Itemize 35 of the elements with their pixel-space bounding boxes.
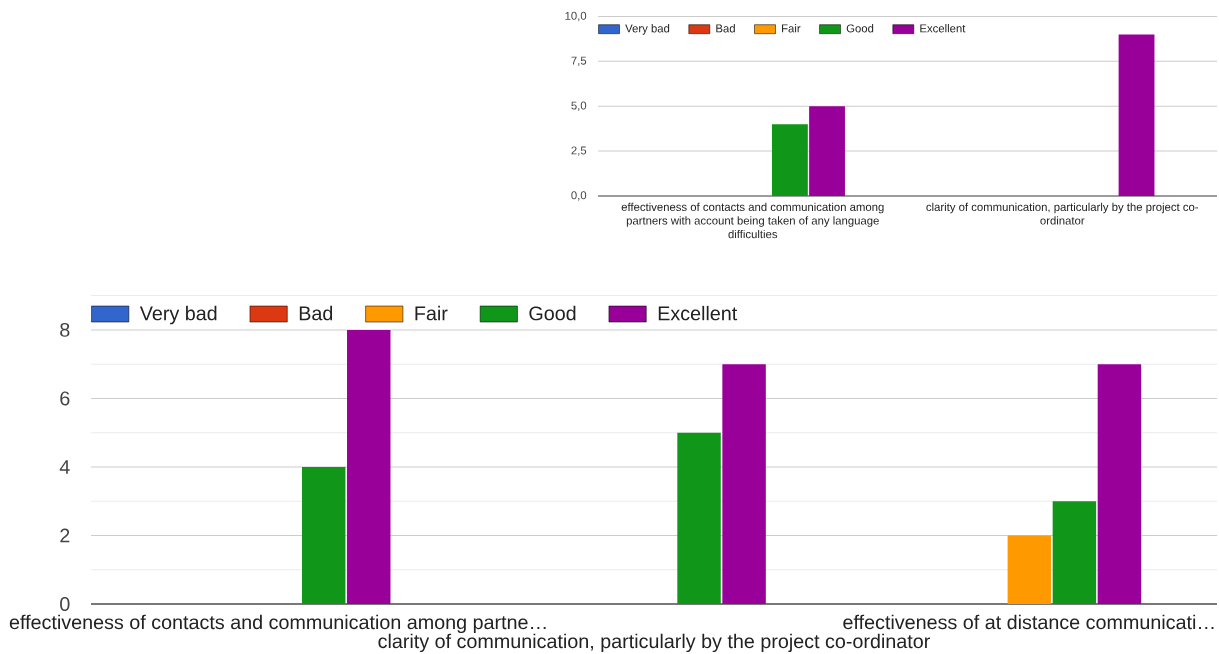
legend-label: Good — [846, 24, 874, 33]
y-tick-label: 0,0 — [571, 191, 587, 201]
y-tick-label: 6 — [60, 391, 70, 406]
x-tick-label: clarity of communication, particularly by the project co-ordinator — [926, 202, 1199, 225]
y-tick-label: 2,5 — [571, 146, 587, 156]
legend-label: Good — [529, 305, 576, 321]
y-tick-label: 7,5 — [571, 56, 587, 66]
x-tick-label: effectiveness of at distance communicati… — [843, 614, 1214, 630]
legend-label: Very bad — [139, 305, 217, 325]
x-tick-label: clarity of communication, particularly by the project co-ordinator — [378, 633, 930, 653]
bar — [347, 329, 391, 604]
bar — [1052, 501, 1097, 604]
bar — [722, 364, 766, 604]
bar — [1097, 364, 1142, 604]
bar — [809, 106, 845, 196]
y-tick-label: 0 — [60, 597, 70, 611]
y-tick-label: 5,0 — [571, 101, 587, 111]
y-tick-label: 8 — [60, 322, 70, 337]
legend-label: Bad — [716, 24, 735, 33]
bar — [1118, 34, 1155, 196]
x-tick-label: effectiveness of contacts and communication among partners with account being taken of any language difficulties — [621, 202, 884, 239]
legend-label: Bad — [299, 305, 333, 321]
bar — [771, 124, 808, 196]
legend-label: Fair — [782, 24, 801, 33]
legend-label: Excellent — [658, 305, 738, 321]
y-tick-label: 4 — [59, 460, 70, 474]
x-tick-label: effectiveness of contacts and communication among partne… — [9, 614, 546, 634]
legend-label: Excellent — [920, 24, 966, 33]
legend-label: Fair — [415, 305, 448, 321]
bar — [301, 466, 346, 604]
bar — [677, 432, 721, 604]
y-tick-label: 2 — [60, 528, 70, 543]
bar — [1007, 535, 1052, 604]
legend-label: Very bad — [625, 24, 670, 35]
y-tick-label: 10,0 — [565, 11, 587, 22]
